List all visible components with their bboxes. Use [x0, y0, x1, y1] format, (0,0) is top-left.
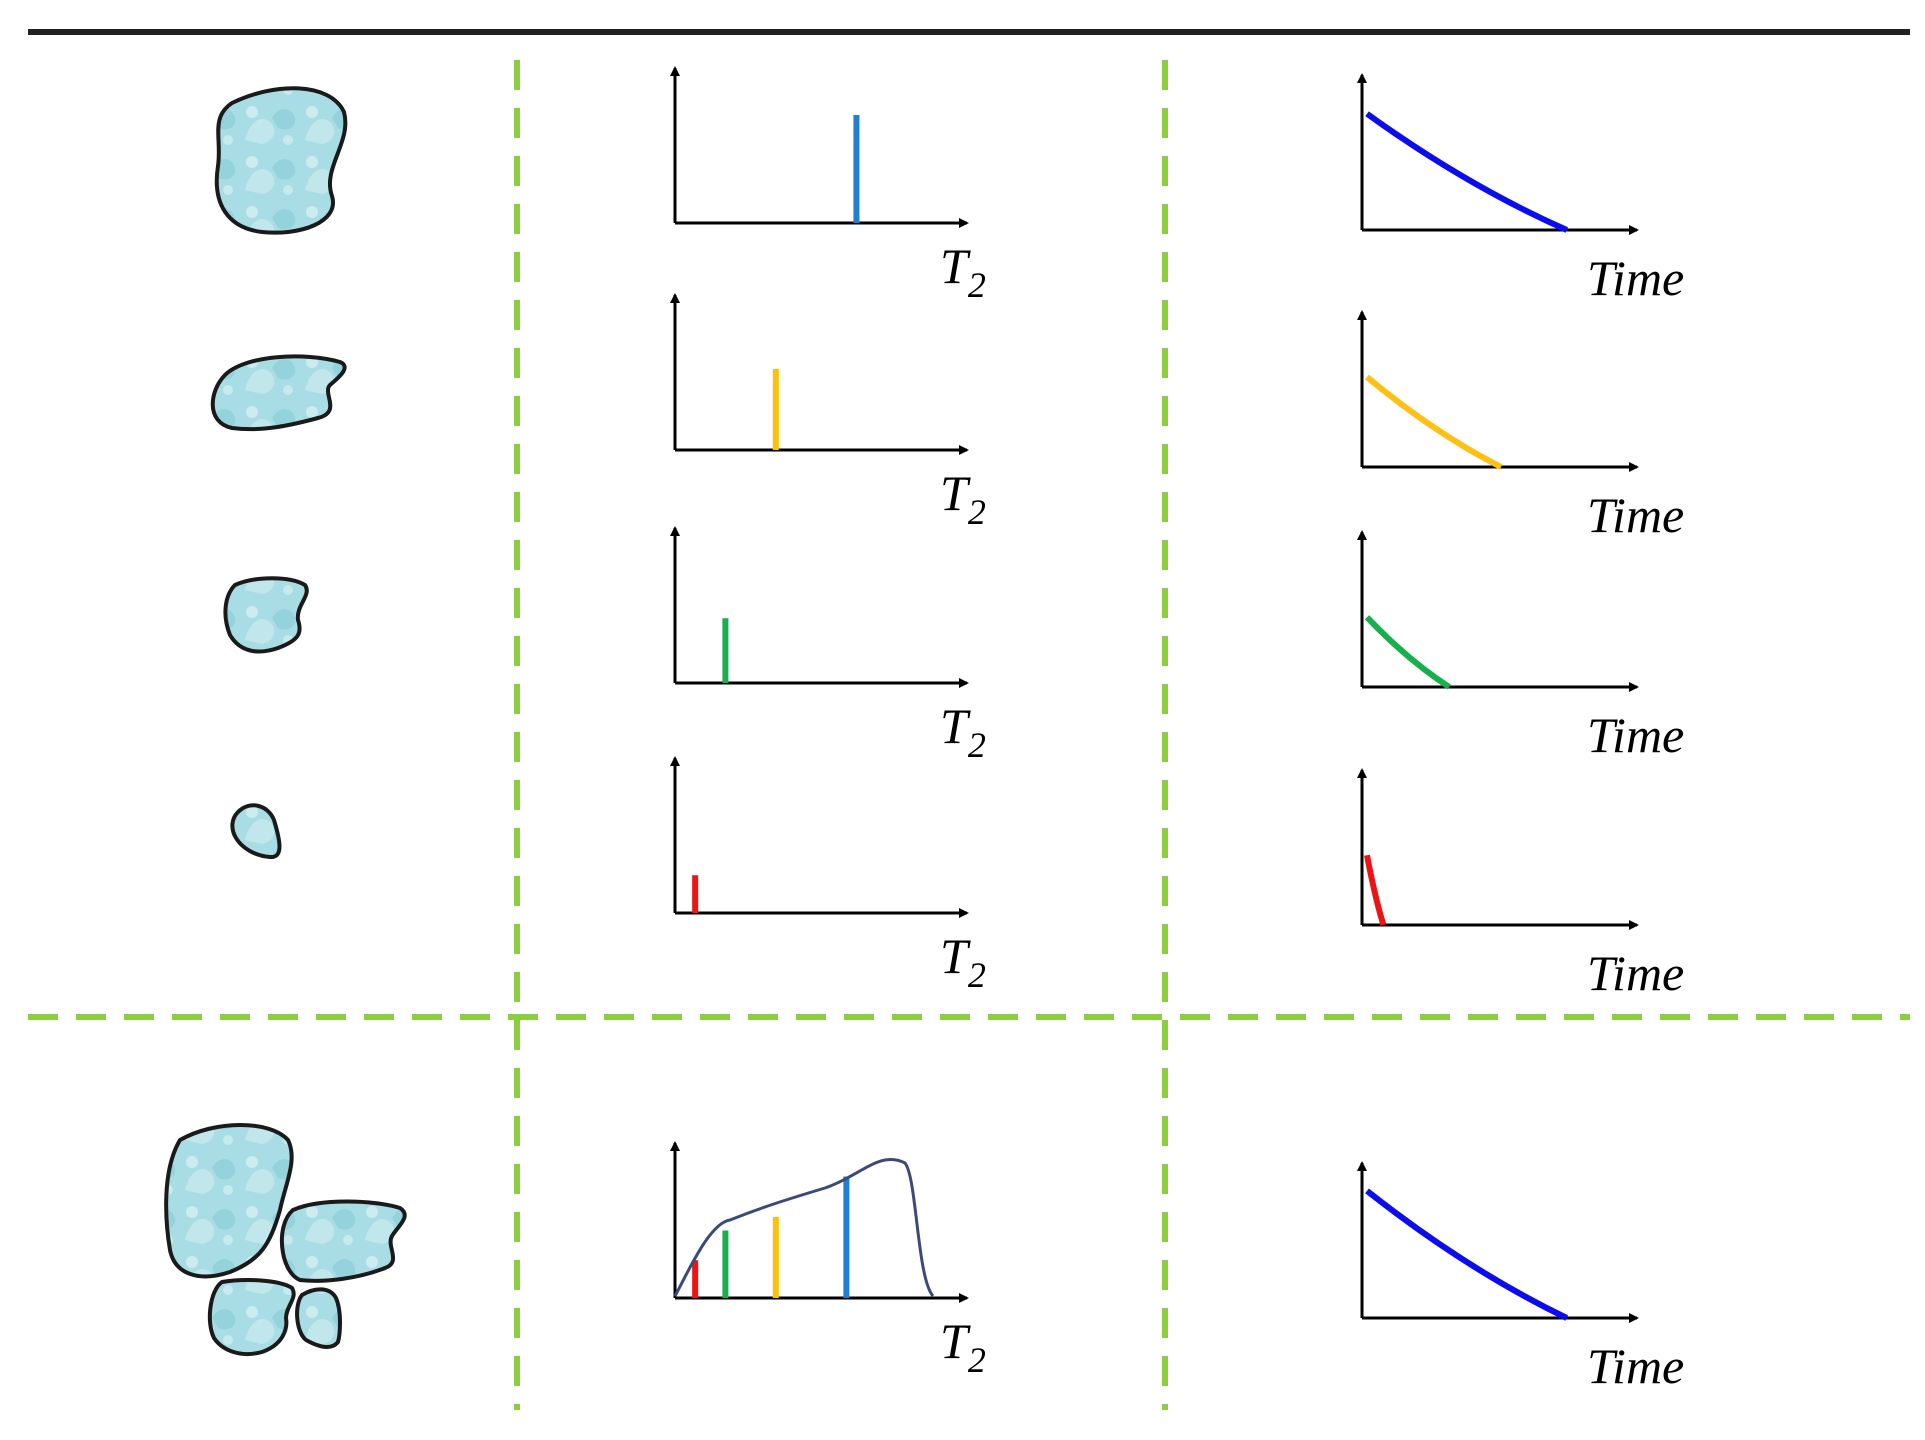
t2-axis-label: T2: [940, 238, 986, 305]
t2-label-sub: 2: [968, 955, 986, 995]
t2-label-sub: 2: [968, 265, 986, 305]
time-axis-label: Time: [1587, 1338, 1684, 1394]
time-axis-label: Time: [1587, 945, 1684, 1001]
t2-axis-label: T2: [940, 1313, 986, 1380]
t2-label-main: T: [940, 928, 971, 984]
decay-chart-tiny: Time: [1357, 768, 1684, 1001]
t2-axis-label: T2: [940, 465, 986, 532]
t2-label-main: T: [940, 465, 971, 521]
time-axis-label: Time: [1587, 487, 1684, 543]
pore-tiny: [230, 803, 282, 859]
decay-chart-medium: Time: [1357, 310, 1684, 543]
pore-combined-medium: [279, 1199, 407, 1283]
t2-axis-label: T2: [940, 698, 986, 765]
pore-medium: [210, 354, 347, 432]
pore-large: [214, 86, 348, 235]
grid-dividers: [28, 60, 1910, 1410]
time-axis-label: Time: [1587, 250, 1684, 306]
t2-label-sub: 2: [968, 725, 986, 765]
time-axis-label: Time: [1587, 707, 1684, 763]
decay-axes: [1357, 1161, 1639, 1323]
decay-axes: [1357, 768, 1639, 930]
decay-axes: [1357, 530, 1639, 692]
decay-curve: [1365, 111, 1568, 233]
pore-column: [164, 86, 407, 1357]
decay-chart-combined: Time: [1357, 1161, 1684, 1394]
t2-label-main: T: [940, 238, 971, 294]
t2-label-main: T: [940, 698, 971, 754]
pore-combined-large: [164, 1123, 294, 1279]
t2-chart-small: T2: [670, 526, 986, 765]
decay-curve: [1364, 854, 1387, 926]
t2-chart-large: T2: [670, 66, 986, 305]
t2-axis-label: T2: [940, 928, 986, 995]
t2-axes: [670, 66, 969, 228]
decay-chart-large: Time: [1357, 73, 1684, 306]
decay-curve-column: Time Time Time Time Time: [1357, 73, 1684, 1394]
pore-combined-small: [207, 1278, 296, 1357]
t2-chart-tiny: T2: [670, 756, 986, 995]
pore-small: [223, 576, 309, 654]
decay-axes: [1357, 73, 1639, 235]
t2-label-main: T: [940, 1313, 971, 1369]
t2-chart-medium: T2: [670, 293, 986, 532]
decay-curve: [1364, 615, 1451, 690]
t2-chart-combined: T2: [670, 1141, 986, 1380]
t2-axes: [670, 293, 969, 455]
decay-curve: [1365, 374, 1503, 470]
t2-label-sub: 2: [968, 492, 986, 532]
t2-label-sub: 2: [968, 1340, 986, 1380]
decay-curve: [1365, 1188, 1569, 1321]
pore-combined-tiny: [295, 1287, 342, 1350]
t2-axes: [670, 526, 969, 688]
t2-envelope-curve: [673, 1157, 935, 1297]
decay-axes: [1357, 310, 1639, 472]
t2-axes: [670, 756, 969, 918]
decay-chart-small: Time: [1357, 530, 1684, 763]
